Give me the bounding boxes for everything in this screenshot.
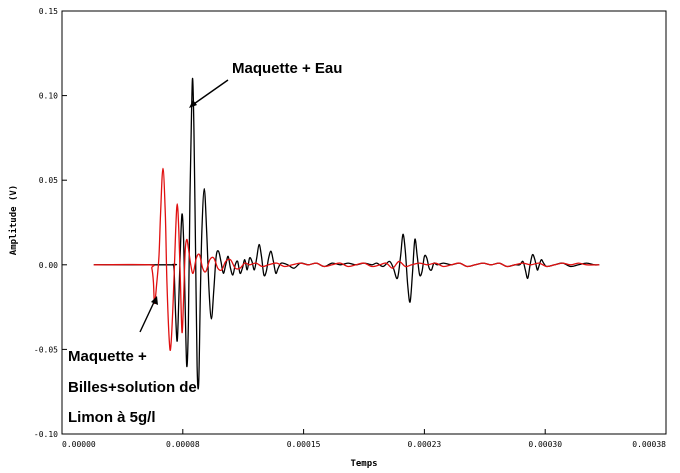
series-line-red xyxy=(93,167,600,351)
series-layer xyxy=(93,77,600,390)
y-axis: -0.10 -0.05 0.00 0.05 0.10 0.15 xyxy=(34,7,67,439)
y-tick-label: -0.05 xyxy=(34,345,58,354)
x-tick-label: 0.00000 xyxy=(62,440,96,449)
x-tick-label: 0.00015 xyxy=(287,440,321,449)
annotation-label-line3: Limon à 5g/l xyxy=(68,409,156,426)
x-tick-label: 0.00023 xyxy=(408,440,442,449)
plot-frame xyxy=(61,10,667,435)
annotation-arrowhead xyxy=(151,296,158,305)
annotation-arrow-line xyxy=(190,79,229,107)
annotation-arrow-line xyxy=(139,299,156,333)
y-tick-label: -0.10 xyxy=(34,430,58,439)
x-tick-label: 0.00038 xyxy=(632,440,666,449)
annotation-maquette-billes: Maquette + Billes+solution de Limon à 5g… xyxy=(68,296,197,426)
y-tick-label: 0.00 xyxy=(39,261,58,270)
y-tick-label: 0.05 xyxy=(39,176,58,185)
y-tick-label: 0.10 xyxy=(39,92,58,101)
annotation-label: Maquette + Eau xyxy=(232,60,342,77)
annotation-arrowhead xyxy=(189,100,197,108)
annotation-label-line1: Maquette + xyxy=(68,348,147,365)
annotation-maquette-eau: Maquette + Eau xyxy=(189,60,342,108)
y-axis-title: Amplitude (V) xyxy=(8,185,19,255)
annotation-label-line2: Billes+solution de xyxy=(68,379,197,396)
y-tick-label: 0.15 xyxy=(39,7,58,16)
x-tick-label: 0.00008 xyxy=(166,440,200,449)
x-axis: 0.00000 0.00008 0.00015 0.00023 0.00030 0.000… xyxy=(61,429,667,449)
x-axis-title: Temps xyxy=(350,459,377,469)
x-tick-label: 0.00030 xyxy=(528,440,562,449)
